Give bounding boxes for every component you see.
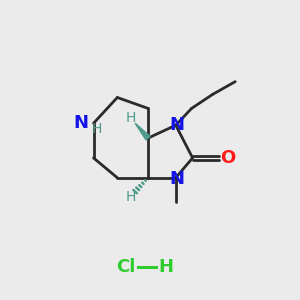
Text: N: N (74, 114, 88, 132)
Text: H: H (158, 258, 173, 276)
Text: O: O (220, 149, 235, 167)
Text: Cl: Cl (116, 258, 136, 276)
Text: N: N (169, 170, 184, 188)
Text: H: H (91, 122, 102, 136)
Polygon shape (135, 123, 150, 140)
Text: H: H (126, 190, 136, 204)
Text: H: H (126, 111, 136, 125)
Text: N: N (169, 116, 184, 134)
